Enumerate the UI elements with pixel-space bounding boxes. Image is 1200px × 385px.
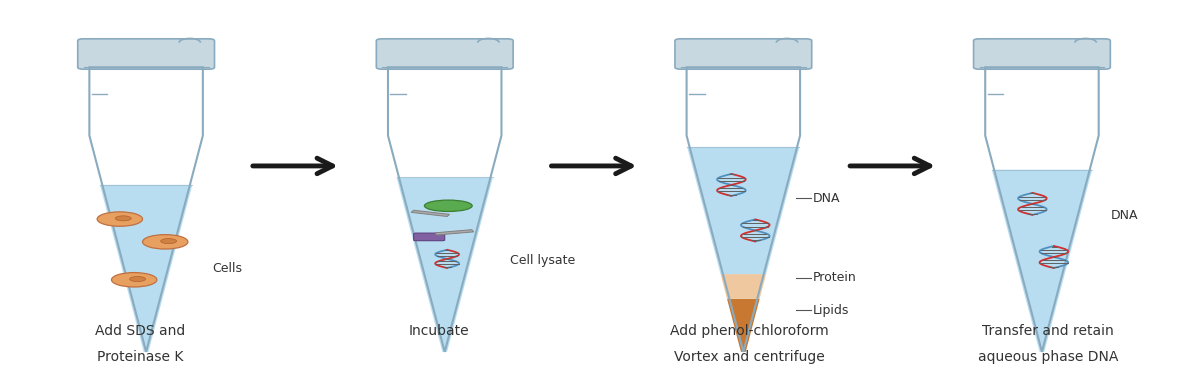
Text: Add SDS and: Add SDS and	[95, 324, 185, 338]
Text: Add phenol-chloroform: Add phenol-chloroform	[670, 324, 829, 338]
Polygon shape	[396, 177, 493, 352]
FancyBboxPatch shape	[414, 233, 445, 241]
Polygon shape	[434, 230, 474, 235]
Circle shape	[130, 276, 145, 281]
Polygon shape	[727, 299, 760, 352]
Text: Incubate: Incubate	[408, 324, 469, 338]
Text: aqueous phase DNA: aqueous phase DNA	[978, 350, 1118, 364]
Circle shape	[143, 234, 188, 249]
Circle shape	[112, 273, 157, 287]
Text: Proteinase K: Proteinase K	[97, 350, 184, 364]
Circle shape	[97, 212, 143, 226]
Text: Vortex and centrifuge: Vortex and centrifuge	[674, 350, 824, 364]
Polygon shape	[412, 210, 450, 216]
Text: Lipids: Lipids	[812, 304, 848, 316]
FancyBboxPatch shape	[973, 39, 1110, 69]
Polygon shape	[688, 147, 799, 274]
Polygon shape	[720, 274, 766, 299]
Circle shape	[115, 216, 131, 221]
Ellipse shape	[425, 200, 472, 211]
Text: Protein: Protein	[812, 271, 857, 285]
FancyBboxPatch shape	[674, 39, 811, 69]
Text: DNA: DNA	[1111, 209, 1139, 222]
Polygon shape	[100, 185, 192, 352]
Polygon shape	[991, 170, 1092, 352]
FancyBboxPatch shape	[78, 39, 215, 69]
FancyBboxPatch shape	[377, 39, 514, 69]
Text: Cells: Cells	[212, 262, 242, 275]
Text: DNA: DNA	[812, 192, 840, 205]
Circle shape	[161, 239, 176, 244]
Text: Transfer and retain: Transfer and retain	[982, 324, 1114, 338]
Text: Cell lysate: Cell lysate	[510, 254, 576, 267]
